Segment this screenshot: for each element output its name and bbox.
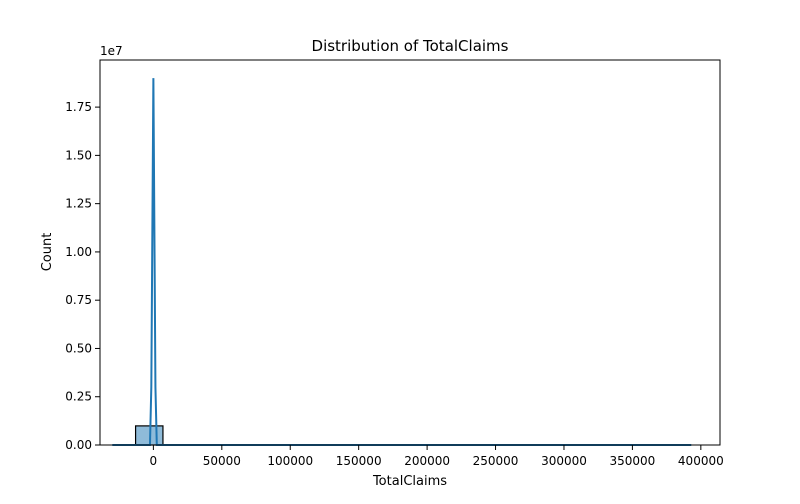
- chart-title: Distribution of TotalClaims: [312, 37, 509, 55]
- x-tick-label: 200000: [404, 454, 450, 468]
- y-offset-label: 1e7: [100, 44, 123, 58]
- x-tick-label: 300000: [541, 454, 587, 468]
- x-tick-label: 250000: [473, 454, 519, 468]
- y-tick-label: 0.50: [65, 341, 92, 355]
- y-tick-label: 1.50: [65, 148, 92, 162]
- x-tick-label: 150000: [336, 454, 382, 468]
- kde-line: [112, 78, 692, 446]
- y-tick-label: 1.25: [65, 197, 92, 211]
- y-axis-label: Count: [40, 233, 55, 272]
- x-tick-label: 100000: [267, 454, 313, 468]
- y-tick-label: 0.75: [65, 293, 92, 307]
- y-tick-label: 0.00: [65, 438, 92, 452]
- y-tick-label: 0.25: [65, 390, 92, 404]
- x-tick-label: 0: [150, 454, 158, 468]
- y-tick-label: 1.75: [65, 100, 92, 114]
- y-axis: 0.00 0.25 0.50 0.75 1.00 1.25 1.50 1.75: [65, 100, 100, 452]
- x-tick-label: 50000: [203, 454, 241, 468]
- plot-frame: [99, 59, 721, 446]
- x-tick-label: 350000: [609, 454, 655, 468]
- y-tick-label: 1.00: [65, 245, 92, 259]
- x-tick-label: 400000: [678, 454, 724, 468]
- x-axis: 0 50000 100000 150000 200000 250000 300000 3500…: [150, 445, 724, 468]
- plot-area: [99, 59, 721, 446]
- x-axis-label: TotalClaims: [372, 474, 447, 489]
